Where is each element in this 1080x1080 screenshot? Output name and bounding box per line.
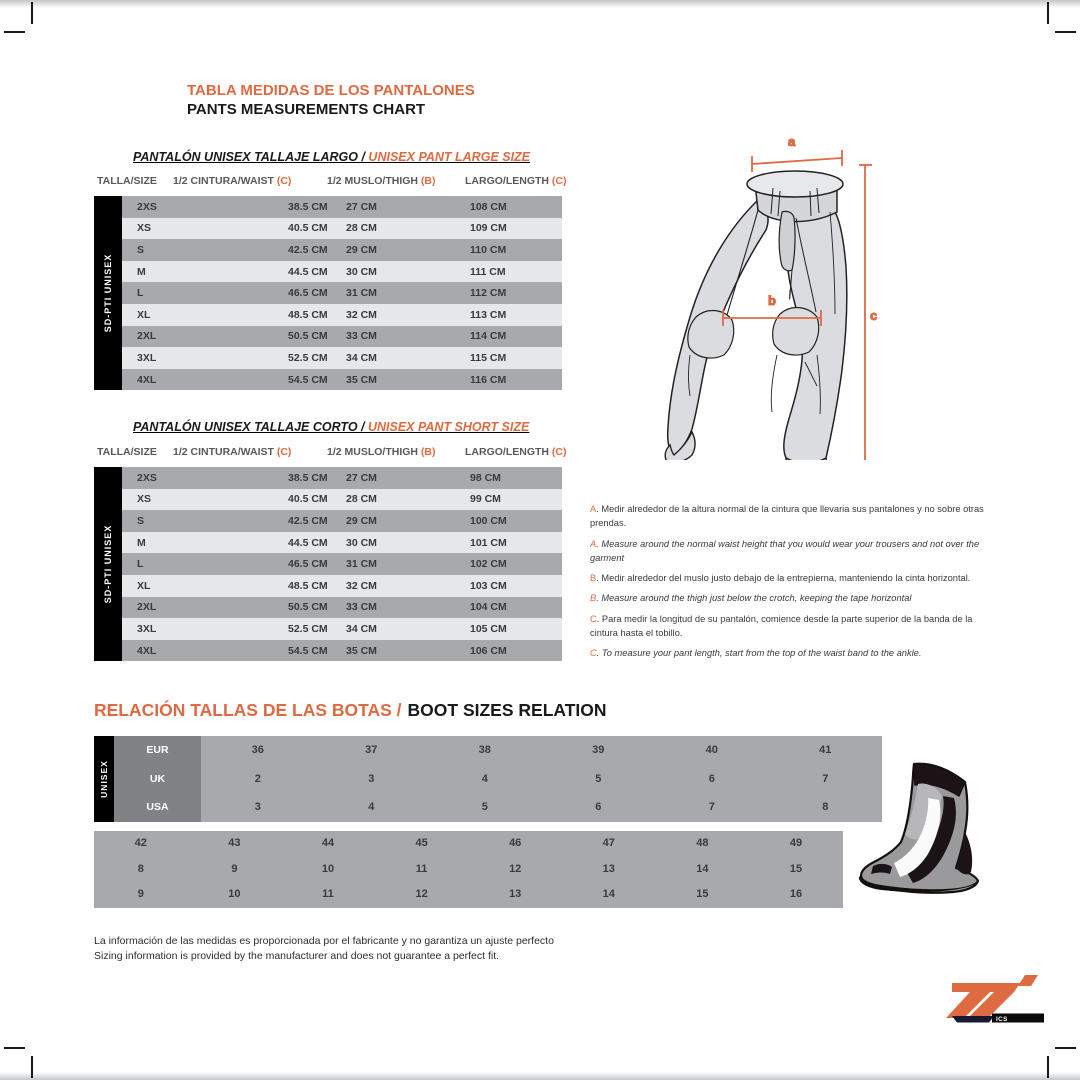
svg-text:a: a	[788, 134, 796, 149]
svg-text:c: c	[870, 308, 877, 323]
svg-text:b: b	[768, 293, 776, 308]
svg-text:ICS: ICS	[996, 1016, 1008, 1023]
